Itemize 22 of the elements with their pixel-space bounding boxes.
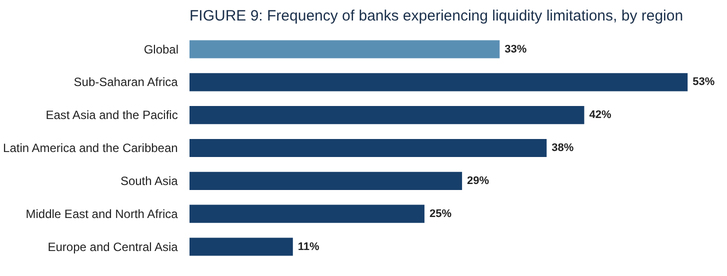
bar: [190, 204, 424, 223]
y-tick-label: Latin America and the Caribbean: [3, 141, 178, 155]
chart-title: FIGURE 9: Frequency of banks experiencing liquidity limitations, by region: [190, 8, 684, 24]
bar: [190, 106, 584, 124]
data-label: 29%: [467, 174, 490, 187]
y-tick-label: Middle East and North Africa: [26, 206, 178, 221]
data-label: 11%: [298, 240, 320, 253]
bar: [190, 138, 547, 158]
y-tick-label: East Asia and the Pacific: [46, 108, 178, 122]
y-tick-label: Global: [144, 42, 178, 56]
data-label: 38%: [552, 142, 574, 154]
y-tick-label: Europe and Central Asia: [48, 240, 178, 254]
bar: [190, 73, 688, 92]
bar: [190, 238, 293, 256]
data-label: 42%: [589, 109, 612, 122]
bar: [190, 172, 462, 190]
bar: [190, 40, 500, 58]
y-tick-label: Sub-Saharan Africa: [74, 75, 178, 90]
data-label: 25%: [429, 208, 452, 220]
data-label: 33%: [504, 43, 527, 56]
data-label: 53%: [692, 76, 715, 88]
y-tick-label: South Asia: [120, 174, 178, 188]
